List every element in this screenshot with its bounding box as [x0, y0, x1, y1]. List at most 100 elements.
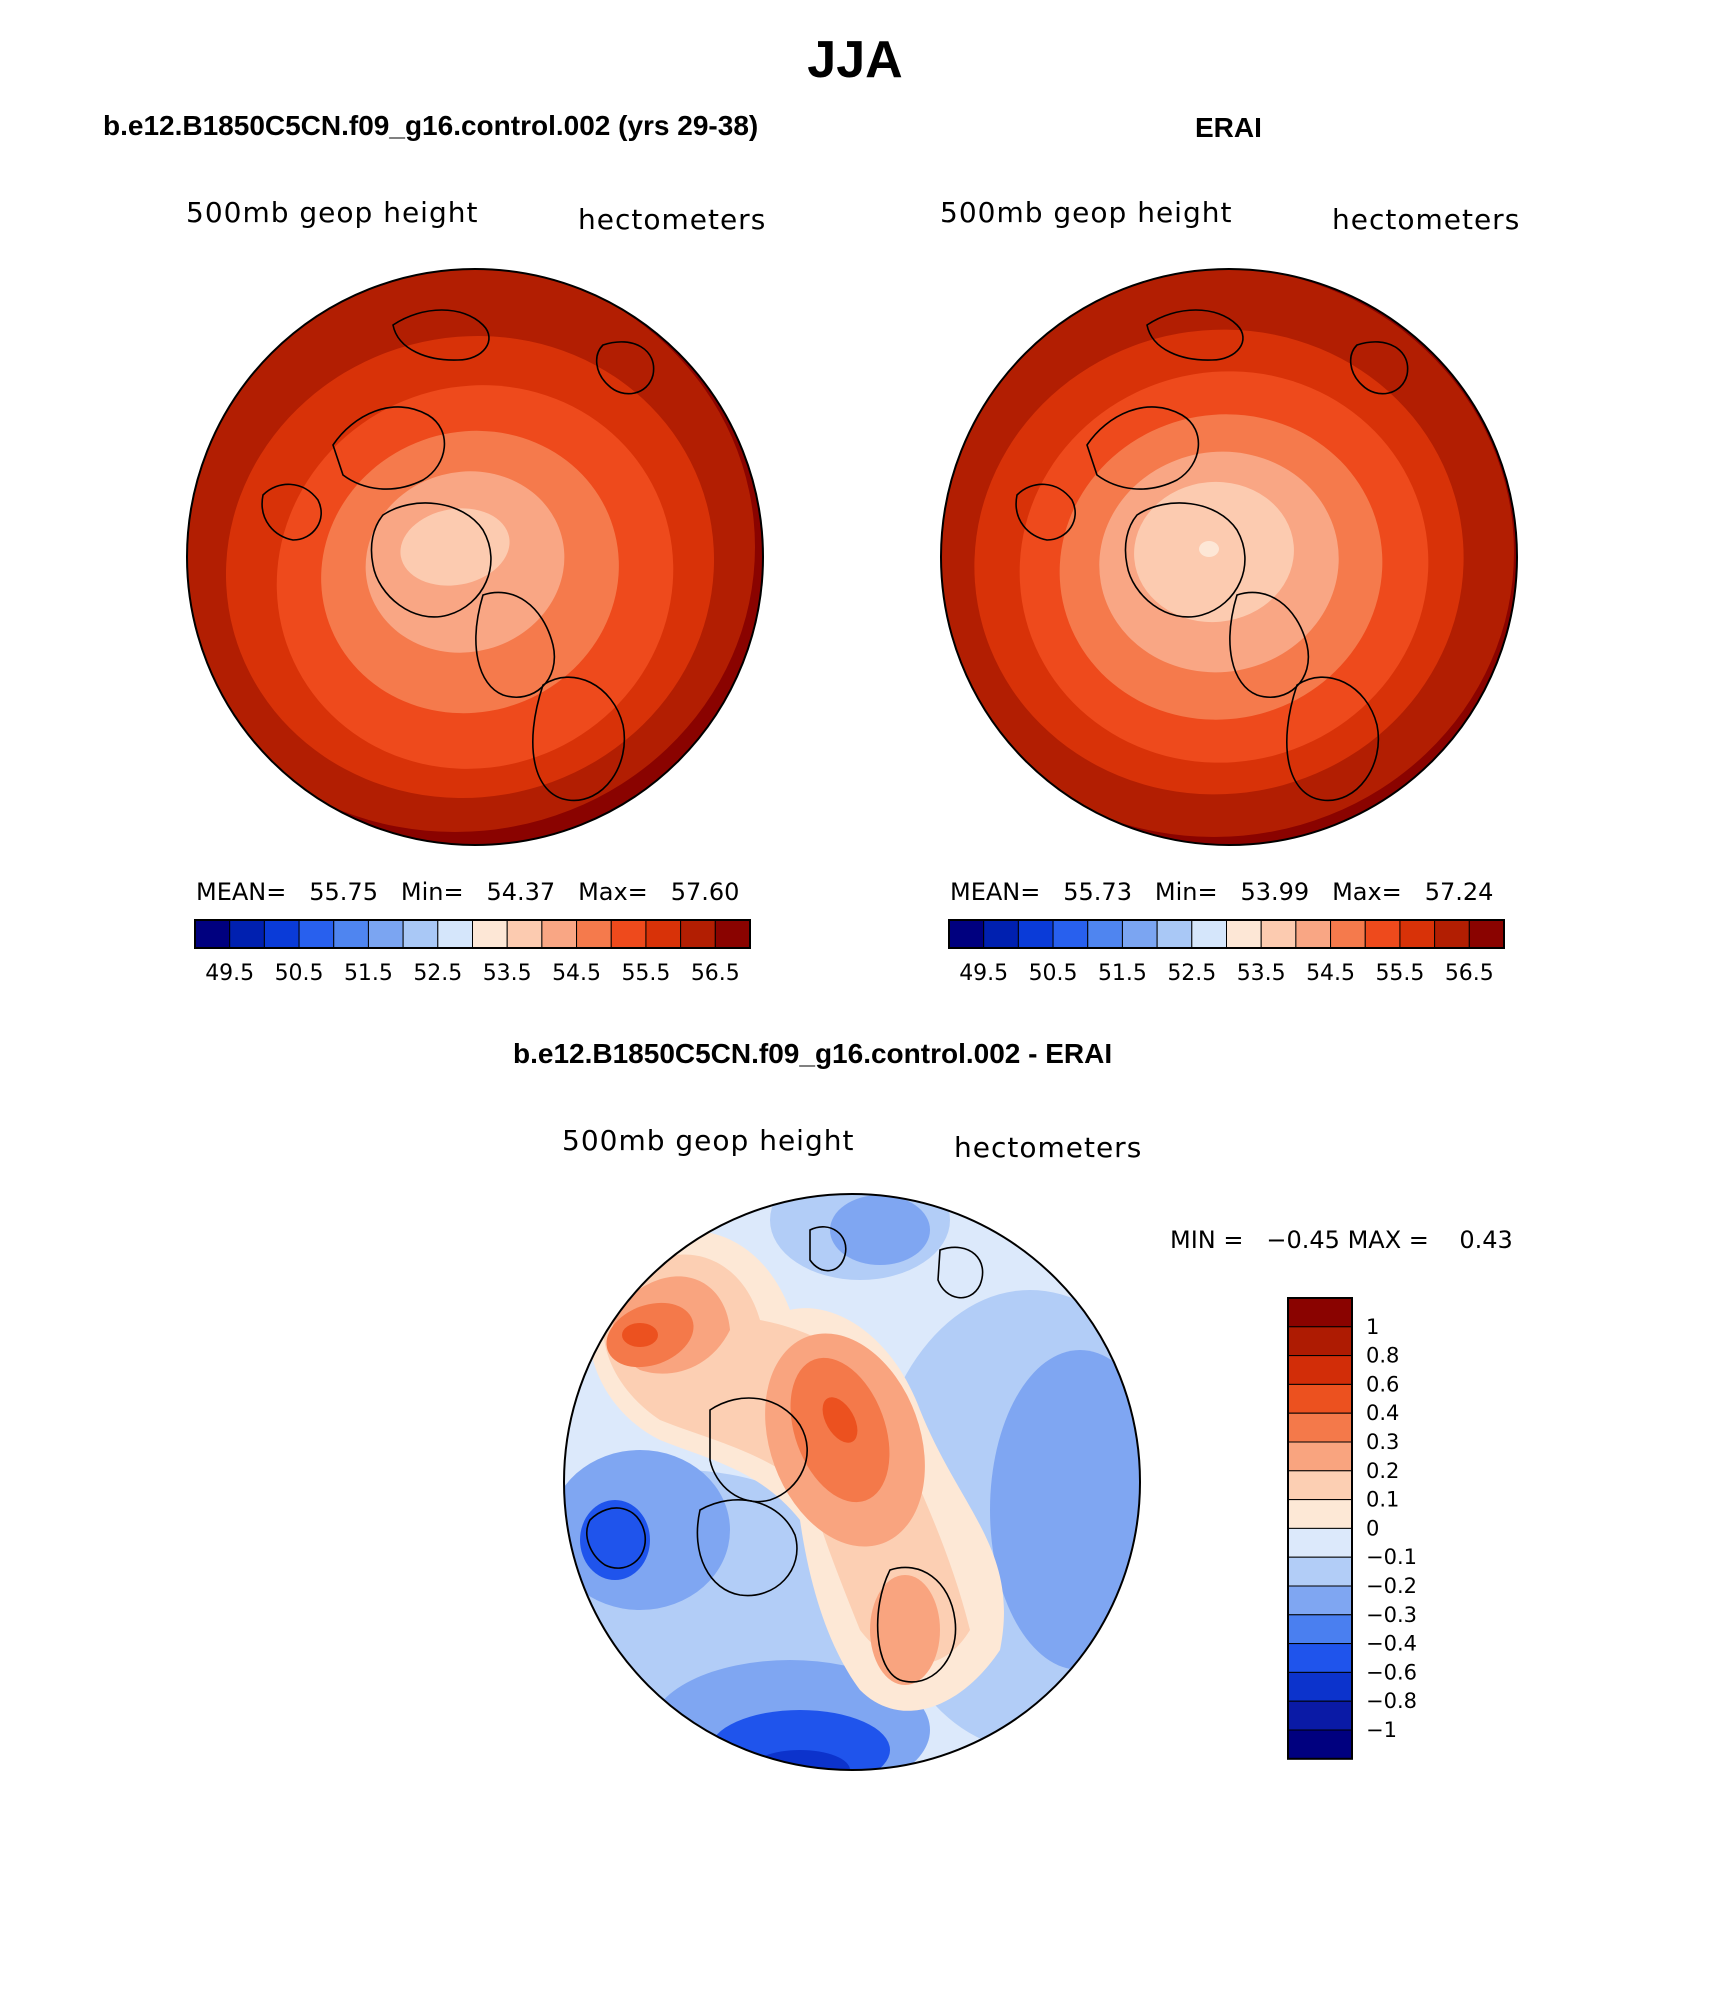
- coastline: [1146, 309, 1244, 361]
- colorbar-box: [1260, 919, 1297, 949]
- model-variable-label: 500mb geop height: [186, 196, 479, 229]
- colorbar-box: [1287, 1729, 1353, 1760]
- colorbar-tick-label: 55.5: [621, 961, 670, 986]
- coastline: [709, 1397, 808, 1503]
- colorbar-box: [541, 919, 578, 949]
- obs-units-label: hectometers: [1332, 203, 1521, 236]
- colorbar-box: [1191, 919, 1227, 949]
- coastline: [392, 309, 490, 361]
- colorbar-tick-label: 54.5: [552, 961, 601, 986]
- coastline: [876, 1566, 957, 1683]
- page-title: JJA: [807, 31, 903, 89]
- colorbar-box: [1287, 1441, 1353, 1472]
- colorbar-box: [1287, 1326, 1353, 1357]
- min-value: 54.37: [486, 878, 556, 906]
- colorbar-tick-label: −0.1: [1366, 1545, 1417, 1569]
- obs-variable-label: 500mb geop height: [940, 196, 1233, 229]
- colorbar-tick-label: 0.6: [1366, 1372, 1399, 1396]
- colorbar-tick-label: 0.8: [1366, 1344, 1399, 1368]
- colorbar-tick-label: 52.5: [1167, 961, 1216, 986]
- colorbar-box: [333, 919, 369, 949]
- colorbar-box: [263, 919, 300, 949]
- colorbar-box: [472, 919, 508, 949]
- mean-label: MEAN=: [950, 878, 1041, 906]
- coastline: [586, 1507, 646, 1569]
- max-value: 57.24: [1424, 878, 1494, 906]
- colorbar-box: [1052, 919, 1089, 949]
- colorbar-box: [1287, 1643, 1353, 1673]
- colorbar-box: [1287, 1383, 1353, 1414]
- model-polar-map: [186, 268, 764, 846]
- colorbar-box: [1287, 1556, 1353, 1587]
- colorbar-box: [1287, 1614, 1353, 1645]
- colorbar-box: [1017, 919, 1054, 949]
- max-label: Max=: [1332, 878, 1402, 906]
- colorbar-tick-label: −0.8: [1366, 1689, 1417, 1713]
- colorbar-box: [1399, 919, 1436, 949]
- diff-colorbar: 1 0.8 0.6 0.4 0.3 0.2 0.1 0 −0.1 −0.2 −0.3 −0.4 −0.6…: [1287, 1297, 1417, 1760]
- coastline: [595, 341, 655, 395]
- diff-variable-label: 500mb geop height: [562, 1124, 855, 1157]
- colorbar-tick-label: 55.5: [1375, 961, 1424, 986]
- colorbar-tick-label: 53.5: [1237, 961, 1286, 986]
- colorbar-box: [1287, 1355, 1353, 1385]
- colorbar-box: [1287, 1671, 1353, 1702]
- coastline: [809, 1226, 847, 1272]
- colorbar-box: [645, 919, 682, 949]
- colorbar-tick-label: 51.5: [1098, 961, 1147, 986]
- coastline: [1015, 483, 1076, 541]
- model-units-label: hectometers: [578, 203, 767, 236]
- colorbar-tick-label: −0.6: [1366, 1660, 1417, 1684]
- min-label: Min=: [400, 878, 464, 906]
- max-label: Max=: [578, 878, 648, 906]
- colorbar-box: [1156, 919, 1193, 949]
- coastline: [1086, 406, 1200, 490]
- colorbar-tick-label: −0.4: [1366, 1632, 1417, 1656]
- colorbar-box: [298, 919, 335, 949]
- colorbar-box: [402, 919, 439, 949]
- colorbar-tick-label: 49.5: [959, 961, 1008, 986]
- obs-polar-map: [940, 268, 1518, 846]
- diff-polar-map: [563, 1193, 1141, 1771]
- colorbar-box: [983, 919, 1019, 949]
- diff-max-value: 0.43: [1459, 1226, 1513, 1254]
- colorbar-box: [576, 919, 612, 949]
- colorbar-tick-label: −0.2: [1366, 1574, 1417, 1598]
- colorbar-tick-label: 0.3: [1366, 1430, 1399, 1454]
- colorbar-box: [680, 919, 716, 949]
- colorbar-box: [610, 919, 647, 949]
- colorbar-box: [1434, 919, 1470, 949]
- diff-band-pos03: [870, 1575, 940, 1685]
- colorbar-box: [229, 919, 265, 949]
- colorbar-tick-label: 50.5: [275, 961, 324, 986]
- colorbar-tick-label: 0.1: [1366, 1488, 1399, 1512]
- diff-min-label: MIN =: [1170, 1226, 1244, 1254]
- min-value: 53.99: [1240, 878, 1310, 906]
- model-panel-title: b.e12.B1850C5CN.f09_g16.control.002 (yrs…: [103, 110, 759, 141]
- coastline: [696, 1499, 798, 1597]
- coastline: [1349, 341, 1409, 395]
- contour-band: [1199, 541, 1219, 557]
- model-stats: MEAN= 55.75 Min= 54.37 Max= 57.60: [196, 878, 739, 906]
- coastline: [1286, 676, 1380, 802]
- colorbar-box: [506, 919, 543, 949]
- colorbar-box: [1330, 919, 1366, 949]
- colorbar-box: [1121, 919, 1158, 949]
- colorbar-tick-label: 56.5: [691, 961, 740, 986]
- colorbar-tick-label: 52.5: [413, 961, 462, 986]
- colorbar-box: [1287, 1585, 1353, 1616]
- colorbar-tick-label: −1: [1366, 1718, 1397, 1742]
- colorbar-tick-label: 1: [1366, 1315, 1379, 1339]
- colorbar-tick-label: 56.5: [1445, 961, 1494, 986]
- mean-value: 55.75: [309, 878, 378, 906]
- colorbar-box: [194, 919, 231, 949]
- colorbar-box: [1287, 1412, 1353, 1443]
- mean-label: MEAN=: [196, 878, 287, 906]
- colorbar-box: [1295, 919, 1332, 949]
- colorbar-tick-label: 0.4: [1366, 1401, 1399, 1425]
- diff-band-pos06: [822, 1397, 858, 1443]
- colorbar-frame: [948, 919, 1505, 949]
- coastline: [370, 502, 492, 618]
- diff-max-label: MAX =: [1347, 1226, 1429, 1254]
- colorbar-box: [1287, 1470, 1353, 1501]
